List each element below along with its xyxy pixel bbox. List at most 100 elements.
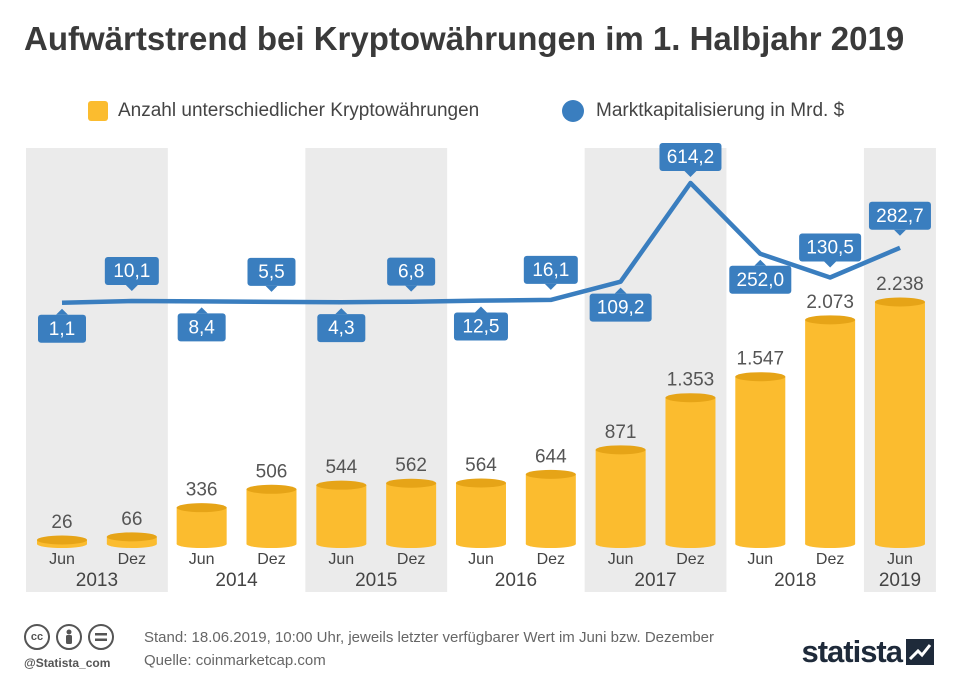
line-value-label: 6,8 (398, 262, 424, 283)
bar-value-label: 2.073 (806, 292, 854, 313)
logo-mark-icon (906, 639, 934, 665)
license-icons: cc (24, 624, 114, 650)
line-value-pointer (474, 306, 487, 313)
bar-value-label: 1.547 (737, 349, 785, 370)
bar (595, 449, 646, 544)
bar-top (805, 315, 856, 325)
bar-base (595, 540, 646, 548)
line-value-label: 10,1 (113, 261, 150, 282)
month-tick-label: Dez (118, 551, 146, 568)
bar-top (455, 478, 506, 488)
line-value-pointer (125, 285, 138, 292)
month-tick-label: Jun (468, 551, 494, 568)
line-value-box (729, 265, 792, 294)
bar-base (455, 540, 506, 548)
line-value-pointer (405, 285, 418, 292)
line-value-label: 130,5 (806, 238, 854, 259)
line-value-box (589, 293, 652, 322)
nd-icon (88, 624, 114, 650)
source-notes: Stand: 18.06.2019, 10:00 Uhr, jeweils le… (144, 626, 714, 672)
bar-top (386, 478, 437, 488)
bar-base (665, 540, 716, 548)
bar-value-label: 1.353 (667, 370, 715, 391)
year-tick-label: 2014 (215, 570, 258, 591)
bar-base (735, 540, 786, 548)
line-value-pointer (824, 261, 837, 268)
legend-item-line: Marktkapitalisierung in Mrd. $ (562, 100, 844, 122)
line-value-box (868, 201, 931, 230)
line-value-box (317, 314, 366, 343)
month-tick-label: Dez (397, 551, 425, 568)
legend: Anzahl unterschiedlicher Kryptowährungen… (0, 100, 960, 130)
bar-top (665, 393, 716, 403)
line-value-box (453, 312, 508, 341)
year-tick-label: 2019 (879, 570, 921, 591)
month-tick-label: Jun (49, 551, 75, 568)
legend-label-bars: Anzahl unterschiedlicher Kryptowährungen (118, 100, 480, 121)
bar (316, 485, 367, 544)
line-value-box (387, 257, 436, 286)
bar-top (37, 535, 87, 545)
line-value-box (247, 257, 296, 286)
bar-value-label: 506 (256, 461, 288, 482)
line-value-label: 109,2 (597, 298, 645, 319)
line-value-label: 5,5 (258, 262, 284, 283)
bar (735, 376, 786, 544)
chart-area: 26 66 336 506 544 562 564 644 871 1.353 1.547 2.073… (26, 143, 936, 592)
bar-base (106, 540, 157, 548)
bar (665, 397, 716, 544)
bar (525, 474, 576, 544)
month-tick-label: Jun (608, 551, 634, 568)
bar-top (246, 484, 297, 494)
bar (386, 483, 437, 544)
line-value-pointer (335, 308, 348, 315)
bar-top (316, 480, 367, 490)
line-value-pointer (195, 307, 208, 314)
bar-base (316, 540, 367, 548)
year-tick-label: 2017 (634, 570, 676, 591)
legend-swatch-line (562, 100, 584, 122)
bar-value-label: 26 (51, 512, 72, 533)
market-cap-line (61, 180, 901, 306)
line-value-label: 282,7 (876, 206, 924, 227)
line-value-box (523, 255, 578, 284)
line-value-label: 8,4 (188, 317, 215, 338)
line-value-pointer (56, 308, 68, 315)
line-value-pointer (544, 283, 557, 290)
bar-top (525, 469, 576, 479)
legend-label-line: Marktkapitalisierung in Mrd. $ (596, 100, 845, 121)
month-tick-label: Jun (747, 551, 773, 568)
month-tick-label: Dez (257, 551, 285, 568)
chart-title: Aufwärtstrend bei Kryptowährungen im 1. … (24, 20, 905, 57)
bar-value-label: 544 (325, 457, 357, 478)
bar-value-label: 562 (395, 455, 427, 476)
year-tick-label: 2016 (495, 570, 537, 591)
bar-value-label: 2.238 (876, 274, 924, 295)
line-value-pointer (754, 259, 767, 266)
bar-value-label: 336 (186, 480, 218, 501)
bar-top (176, 503, 227, 513)
line-value-label: 4,3 (328, 318, 354, 339)
month-tick-label: Jun (887, 551, 913, 568)
line-value-box (38, 314, 86, 343)
line-value-label: 1,1 (49, 319, 75, 340)
line-value-box (799, 233, 862, 262)
line-value-box (104, 257, 159, 286)
by-icon (56, 624, 82, 650)
source-note: Quelle: coinmarketcap.com (144, 652, 326, 669)
line-value-pointer (684, 171, 697, 177)
bar-top (874, 297, 925, 307)
year-tick-label: 2018 (774, 570, 816, 591)
logo-text: statista (801, 634, 903, 669)
cc-icon: cc (24, 624, 50, 650)
bar-top (735, 372, 786, 382)
line-value-pointer (614, 287, 627, 294)
line-value-box (177, 313, 226, 342)
bar-base (176, 540, 227, 548)
bar-value-label: 871 (605, 422, 637, 443)
statista-logo[interactable]: statista (801, 634, 934, 670)
month-tick-label: Jun (189, 551, 215, 568)
bar-value-label: 66 (121, 509, 142, 530)
year-band (26, 148, 168, 592)
bar-value-label: 644 (535, 446, 567, 467)
